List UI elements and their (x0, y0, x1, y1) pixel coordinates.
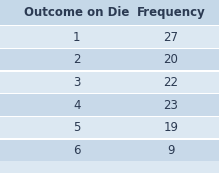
Text: 4: 4 (73, 99, 80, 112)
Bar (0, 94, 219, 116)
Text: 19: 19 (163, 121, 178, 134)
Text: Frequency: Frequency (136, 6, 205, 19)
Bar (0, 116, 219, 117)
Text: 5: 5 (73, 121, 80, 134)
Text: Outcome on Die: Outcome on Die (24, 6, 129, 19)
Text: 2: 2 (73, 53, 80, 66)
Bar (0, 72, 219, 93)
Bar (0, 70, 219, 72)
Bar (0, 138, 219, 140)
Bar (0, 140, 219, 161)
Text: 22: 22 (163, 76, 178, 89)
Text: 6: 6 (73, 144, 80, 157)
Bar (0, 161, 219, 173)
Bar (0, 117, 219, 138)
Text: 1: 1 (73, 31, 80, 44)
Bar (0, 93, 219, 94)
Bar (0, 49, 219, 70)
Text: 27: 27 (163, 31, 178, 44)
Bar (0, 26, 219, 48)
Bar (0, 0, 219, 25)
Text: 9: 9 (167, 144, 175, 157)
Text: 3: 3 (73, 76, 80, 89)
Text: 20: 20 (163, 53, 178, 66)
Bar (0, 25, 219, 26)
Text: 23: 23 (163, 99, 178, 112)
Bar (0, 48, 219, 49)
